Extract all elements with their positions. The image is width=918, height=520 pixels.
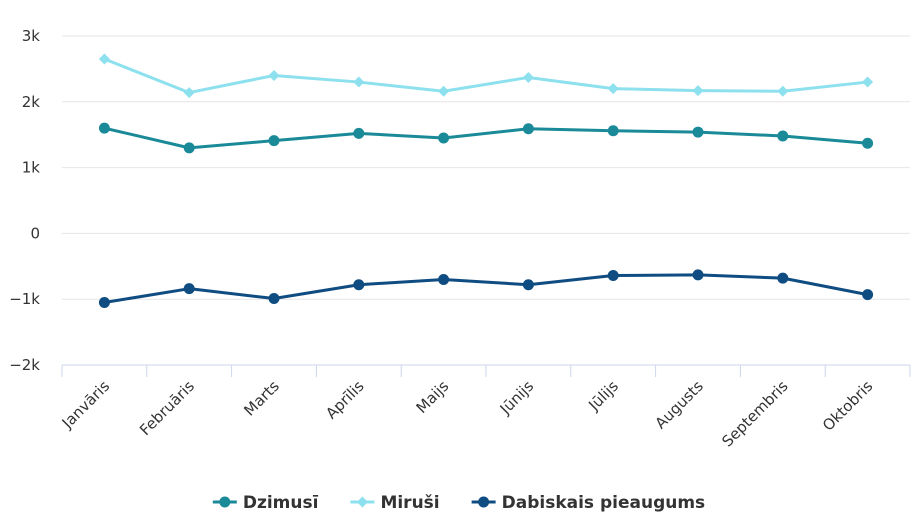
series-layer [98, 53, 874, 308]
data-point[interactable] [692, 126, 704, 138]
y-tick-label: 2k [22, 93, 41, 111]
data-point[interactable] [268, 135, 280, 147]
data-point[interactable] [607, 125, 619, 137]
data-point[interactable] [268, 293, 280, 305]
legend[interactable]: Dzimusī Miruši Dabiskais pieaugums [212, 493, 706, 513]
legend-marker[interactable] [219, 496, 231, 508]
series-1 [98, 53, 874, 99]
data-point[interactable] [183, 142, 195, 154]
series-2 [98, 269, 874, 308]
x-tick-label: Februāris [136, 377, 198, 439]
data-point[interactable] [862, 137, 874, 149]
data-point[interactable] [777, 85, 789, 97]
legend-symbol [212, 496, 237, 508]
legend-item[interactable]: Miruši [350, 493, 440, 513]
data-point[interactable] [777, 130, 789, 142]
x-tick-label: Maijs [413, 377, 453, 417]
x-tick-label: Jūlijs [584, 377, 622, 415]
data-point[interactable] [607, 270, 619, 282]
legend-item[interactable]: Dabiskais pieaugums [471, 493, 706, 513]
data-point[interactable] [353, 76, 365, 88]
x-tick-label: Augusts [651, 377, 707, 433]
data-point[interactable] [862, 289, 874, 301]
legend-label: Dzimusī [243, 493, 319, 513]
legend-marker[interactable] [356, 496, 368, 508]
x-tick-label: Janvāris [58, 377, 114, 433]
legend-label: Miruši [380, 493, 439, 513]
y-tick-label: −2k [9, 356, 40, 374]
series-line[interactable] [102, 57, 870, 95]
y-tick-label: 1k [22, 159, 41, 177]
data-point[interactable] [522, 279, 534, 291]
data-point[interactable] [98, 122, 110, 134]
legend-item[interactable]: Dzimusī [212, 493, 319, 513]
x-tick-label: Jūnijs [496, 377, 538, 419]
data-point[interactable] [438, 85, 450, 97]
data-point[interactable] [692, 269, 704, 281]
data-point[interactable] [692, 85, 704, 97]
data-point[interactable] [862, 76, 874, 88]
y-tick-label: −1k [9, 290, 40, 308]
data-point[interactable] [183, 87, 195, 99]
data-point[interactable] [438, 132, 450, 144]
data-point[interactable] [98, 296, 110, 308]
data-point[interactable] [777, 272, 789, 284]
series-0 [98, 122, 874, 154]
series-line[interactable] [102, 273, 870, 304]
legend-label: Dabiskais pieaugums [502, 493, 706, 513]
legend-symbol [471, 496, 496, 508]
legend-symbol [350, 496, 375, 508]
data-point[interactable] [353, 127, 365, 139]
data-point[interactable] [522, 71, 534, 83]
x-tick-label: Aprīlis [322, 377, 368, 423]
y-tick-label: 0 [30, 224, 40, 242]
data-point[interactable] [353, 279, 365, 291]
series-line[interactable] [102, 126, 870, 150]
x-tick-label: Marts [240, 377, 283, 420]
y-axis: −2k −1k 0 1k 2k 3k [9, 27, 40, 374]
x-tick-label: Oktobris [819, 377, 877, 435]
data-point[interactable] [268, 69, 280, 81]
data-point[interactable] [438, 273, 450, 285]
data-point[interactable] [183, 283, 195, 295]
grid-lines [62, 35, 910, 300]
x-tick-label: Septembris [718, 377, 791, 450]
legend-marker[interactable] [478, 496, 490, 508]
data-point[interactable] [98, 53, 110, 65]
data-point[interactable] [607, 83, 619, 95]
y-tick-label: 3k [22, 27, 41, 45]
x-axis: Janvāris Februāris Marts Aprīlis Maijs Jūnijs… [58, 364, 911, 450]
data-point[interactable] [522, 123, 534, 135]
